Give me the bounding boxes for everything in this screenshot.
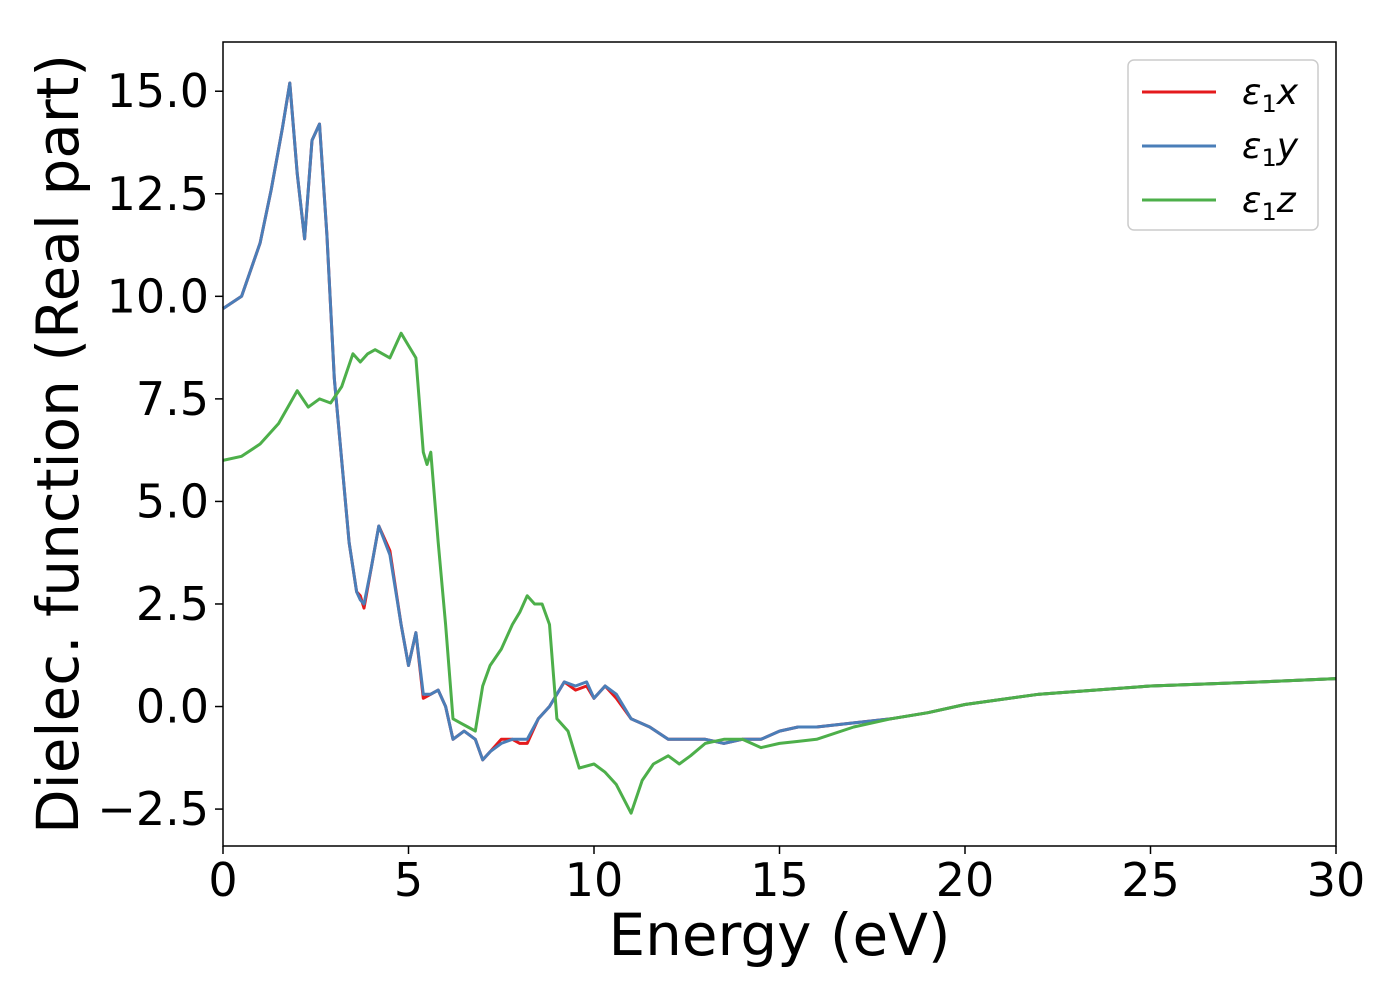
x-tick-label: 0 (208, 853, 237, 907)
y-axis: −2.5 0.0 2.5 5.0 7.5 10.0 12.5 15.0 (97, 64, 223, 836)
x-tick-label: 15 (750, 853, 809, 907)
x-tick-label: 25 (1121, 853, 1180, 907)
y-tick-label: −2.5 (97, 782, 209, 836)
series-line-y (222, 81, 1337, 762)
y-tick-label: 15.0 (107, 64, 209, 118)
x-tick-label: 20 (936, 853, 995, 907)
y-tick-label: 10.0 (107, 269, 209, 323)
y-axis-title: Dielec. function (Real part) (24, 54, 92, 834)
x-axis-title: Energy (eV) (608, 901, 950, 969)
legend-label-y: ε1y (1242, 126, 1299, 172)
legend: ε1x ε1y ε1z (1127, 59, 1319, 231)
legend-label-z: ε1z (1242, 180, 1297, 226)
legend-box (1127, 59, 1319, 231)
y-tick-label: 5.0 (136, 474, 209, 528)
x-axis: 0 5 10 15 20 25 30 (208, 846, 1365, 907)
legend-label-x: ε1x (1242, 72, 1299, 118)
y-tick-label: 0.0 (136, 680, 209, 734)
series-line-z (222, 331, 1337, 815)
y-tick-label: 2.5 (136, 577, 209, 631)
x-tick-label: 10 (565, 853, 624, 907)
series-layer (222, 81, 1337, 815)
x-tick-label: 5 (394, 853, 423, 907)
y-tick-label: 7.5 (136, 372, 209, 426)
y-tick-label: 12.5 (107, 167, 209, 221)
x-tick-label: 30 (1307, 853, 1366, 907)
